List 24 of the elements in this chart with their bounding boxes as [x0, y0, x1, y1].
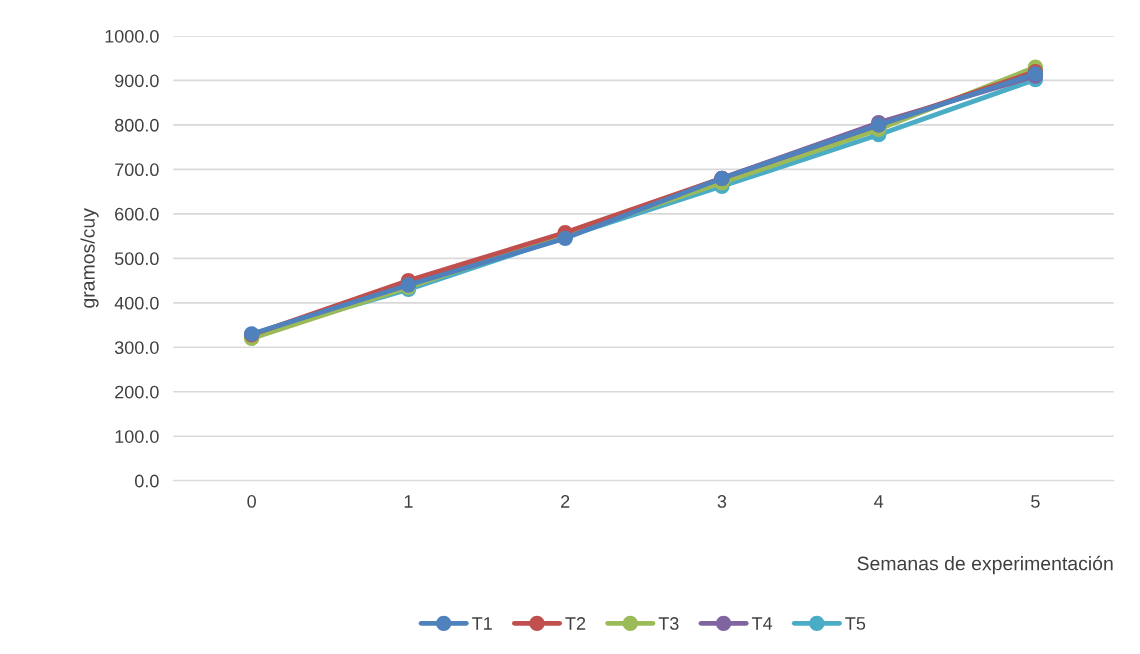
x-tick-label: 2	[561, 495, 570, 508]
x-tick-label: 3	[717, 495, 727, 508]
x-tick-label: 5	[1031, 495, 1040, 508]
x-tick-label: 0	[247, 495, 256, 508]
y-tick-label: 200.0	[115, 385, 159, 399]
y-tick-label: 300.0	[114, 341, 159, 354]
y-tick-label: 800.0	[115, 118, 159, 132]
x-axis-title: Semanas de experimentación	[857, 555, 1113, 575]
y-tick-label: 900.0	[115, 74, 159, 88]
y-tick-label: 400.0	[114, 296, 159, 310]
legend-label: T2	[565, 617, 586, 630]
legend-label: T1	[472, 617, 492, 630]
y-tick-label: 0.0	[135, 474, 159, 488]
x-tick-label: 4	[874, 495, 884, 508]
y-tick-label: 600.0	[115, 207, 159, 221]
legend-label: T4	[751, 617, 773, 630]
y-axis-title: gramos/cuy	[80, 208, 99, 308]
y-tick-label: 1000.0	[105, 29, 159, 43]
y-tick-label: 500.0	[114, 252, 159, 266]
x-tick-label: 1	[404, 495, 413, 508]
y-tick-label: 700.0	[115, 163, 159, 177]
legend-label: T3	[658, 617, 679, 630]
y-tick-label: 100.0	[115, 430, 159, 443]
legend-label: T5	[845, 617, 866, 630]
